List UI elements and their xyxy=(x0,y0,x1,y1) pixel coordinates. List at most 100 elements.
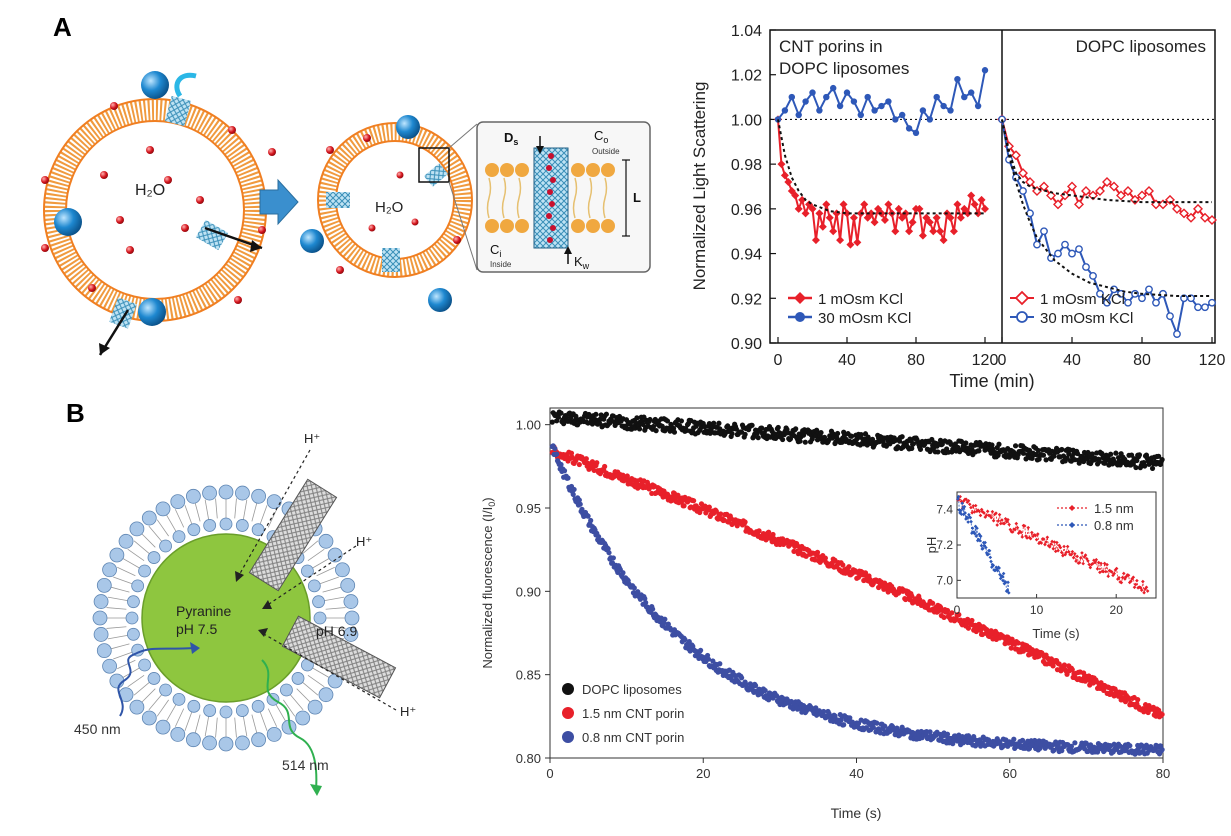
inset-data-point xyxy=(1078,556,1083,560)
lipid-tail xyxy=(307,675,325,688)
data-point xyxy=(968,89,975,96)
data-point xyxy=(576,461,582,468)
lipid-tail xyxy=(275,704,287,723)
proton-label-bottom: H⁺ xyxy=(400,704,416,719)
lipid-head-inner xyxy=(172,530,186,543)
x-tick-label: 60 xyxy=(1003,766,1017,781)
data-point xyxy=(848,433,855,439)
data-point xyxy=(976,448,982,454)
lipid-tail xyxy=(312,557,331,569)
data-point xyxy=(1094,679,1100,685)
inset-data-point xyxy=(956,494,961,499)
inset-data-point xyxy=(974,534,979,538)
data-point xyxy=(1054,249,1062,258)
inset-data-point xyxy=(1129,579,1133,584)
inset-data-point xyxy=(990,509,995,514)
data-point xyxy=(1068,743,1074,749)
data-point xyxy=(1159,747,1165,753)
inset-data-point xyxy=(1142,590,1146,595)
lipid-head-outer xyxy=(155,719,171,735)
lipid-head-inner xyxy=(127,627,140,641)
data-point xyxy=(650,423,657,430)
inset-data-point xyxy=(1110,570,1114,574)
data-point xyxy=(568,450,575,456)
x-tick-label: 40 xyxy=(838,352,856,369)
data-point xyxy=(634,415,640,421)
y-tick-label: 0.92 xyxy=(731,291,762,308)
data-point xyxy=(762,687,768,694)
inset-data-point xyxy=(1059,550,1064,555)
data-point xyxy=(558,461,564,468)
data-point xyxy=(643,599,649,606)
pore-inset: Ds Co Outside Ci Inside L Kw xyxy=(476,121,651,273)
data-point xyxy=(1099,450,1105,457)
legend-a-30mosm: 30 mOsm KCl xyxy=(818,310,911,327)
arrowhead-icon xyxy=(262,600,272,609)
lipid-head-outer xyxy=(185,488,201,504)
lipid-tail xyxy=(121,557,140,569)
core-ph-label: pH 7.5 xyxy=(176,621,217,637)
data-point xyxy=(570,491,576,498)
lipid-head-outer xyxy=(307,699,323,715)
inset-data-point xyxy=(970,531,974,535)
data-point xyxy=(1128,452,1135,458)
data-point xyxy=(1127,743,1133,749)
data-point xyxy=(853,238,862,247)
data-point xyxy=(711,420,717,426)
lipid-tail xyxy=(267,708,278,727)
data-point xyxy=(847,715,853,721)
inset-data-point xyxy=(969,505,973,510)
lipid-tail xyxy=(140,688,156,704)
data-point xyxy=(1144,185,1154,196)
y-tick-label: 1.00 xyxy=(731,112,762,129)
inset-data-point xyxy=(1001,571,1006,576)
inset-data-point xyxy=(1000,574,1004,578)
data-point xyxy=(1074,450,1081,457)
lipid-tail xyxy=(117,566,136,577)
inset-x-tick-label: 0 xyxy=(954,603,961,617)
data-point xyxy=(1046,190,1056,201)
inset-data-point xyxy=(1047,545,1052,549)
data-point xyxy=(811,236,820,245)
data-point xyxy=(908,218,917,227)
lipid-head-outer xyxy=(266,727,282,742)
inset-data-point xyxy=(1019,530,1023,535)
data-point xyxy=(1145,285,1153,294)
data-point xyxy=(642,595,648,602)
inset-data-point xyxy=(966,520,970,524)
inset-data-point xyxy=(1098,570,1102,575)
lipid-head-inner xyxy=(125,611,139,625)
data-point xyxy=(1043,457,1049,463)
data-point xyxy=(974,102,982,110)
y-tick-label: 0.90 xyxy=(731,336,762,353)
data-point xyxy=(967,191,976,200)
lipid-tail xyxy=(106,626,127,629)
inset-data-point xyxy=(1074,559,1078,563)
lipid-head-outer xyxy=(109,547,125,563)
lipid-head-outer xyxy=(343,594,359,609)
inset-data-point xyxy=(963,511,967,515)
data-point xyxy=(821,434,828,440)
outer-ph-label: pH 6.9 xyxy=(316,623,357,639)
data-point xyxy=(1039,181,1049,192)
data-point xyxy=(949,227,958,236)
lipid-head-outer xyxy=(202,485,217,501)
inset-data-point xyxy=(1114,566,1119,571)
lipid-tail xyxy=(184,505,193,525)
lipid-head-inner xyxy=(312,595,325,609)
inset-data-point xyxy=(1062,544,1066,549)
data-point xyxy=(1019,737,1026,743)
data-point xyxy=(1015,640,1021,646)
emission-wave-icon xyxy=(261,659,318,791)
inset-data-point xyxy=(995,523,999,527)
inset-data-point xyxy=(1035,532,1040,536)
data-point xyxy=(756,528,762,534)
lipid-tail xyxy=(325,607,346,610)
inset-ylabel: pH xyxy=(924,537,939,554)
inset-data-point xyxy=(984,513,989,518)
data-point xyxy=(635,589,641,595)
data-point xyxy=(1123,185,1133,196)
inset-data-point xyxy=(1087,562,1091,567)
data-point xyxy=(595,533,602,540)
data-point xyxy=(977,195,986,204)
